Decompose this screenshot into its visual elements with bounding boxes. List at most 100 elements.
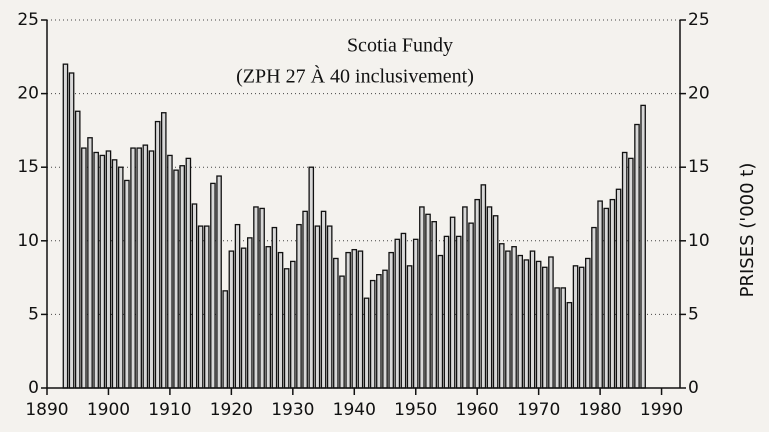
bar xyxy=(314,225,321,389)
x-tick-label: 1920 xyxy=(210,400,253,420)
bar xyxy=(449,216,456,389)
bar xyxy=(480,184,487,389)
bar xyxy=(621,151,628,389)
bar xyxy=(326,225,333,389)
x-tick-label: 1950 xyxy=(394,400,437,420)
bar xyxy=(160,112,167,389)
bar xyxy=(529,250,536,389)
bar xyxy=(265,246,272,389)
y2-tick-label: 0 xyxy=(688,378,699,398)
bar xyxy=(302,210,308,389)
x-tick-label: 1890 xyxy=(25,400,68,420)
y2-tick-label: 15 xyxy=(688,157,710,177)
bar xyxy=(339,275,345,389)
bar xyxy=(566,301,573,389)
bar xyxy=(640,104,646,389)
bar xyxy=(296,223,302,389)
bar xyxy=(320,210,327,389)
bar xyxy=(333,257,339,389)
bar xyxy=(259,207,265,389)
bar xyxy=(511,246,517,389)
bar xyxy=(412,238,419,389)
bar xyxy=(81,147,87,389)
y2-axis-label: PRISES ('000 t) xyxy=(737,163,758,298)
bar xyxy=(74,110,81,389)
bar xyxy=(283,268,290,389)
chart-title: Scotia Fundy xyxy=(347,35,453,57)
bar xyxy=(228,250,235,389)
bar xyxy=(486,206,493,389)
bar xyxy=(425,213,431,389)
x-tick-label: 1960 xyxy=(456,400,499,420)
bar xyxy=(406,265,413,389)
bar xyxy=(603,207,610,389)
bar xyxy=(382,269,388,389)
bar xyxy=(203,225,210,389)
bar xyxy=(388,251,394,389)
bar xyxy=(554,287,560,389)
x-tick-label: 1970 xyxy=(517,400,560,420)
x-tick-label: 1980 xyxy=(578,400,621,420)
bar xyxy=(548,256,554,389)
bar xyxy=(609,198,616,389)
y2-tick-label: 25 xyxy=(688,10,710,30)
bar xyxy=(62,63,69,389)
bar xyxy=(253,206,259,389)
x-tick-label: 1940 xyxy=(333,400,376,420)
bar xyxy=(234,223,241,389)
bar xyxy=(517,254,524,389)
bar xyxy=(87,137,93,389)
bar xyxy=(492,215,499,389)
bar xyxy=(197,225,204,389)
bar xyxy=(222,290,229,389)
bar xyxy=(111,159,118,389)
y-tick-label: 0 xyxy=(28,378,39,398)
bar xyxy=(363,297,370,389)
bar xyxy=(591,226,597,389)
bar xyxy=(179,165,186,389)
y-tick-label: 10 xyxy=(17,231,39,251)
bar xyxy=(634,123,640,389)
bar xyxy=(167,154,173,389)
bar xyxy=(130,147,136,389)
chart-subtitle: (ZPH 27 À 40 inclusivement) xyxy=(236,65,474,88)
bar xyxy=(99,154,106,389)
bar xyxy=(505,250,511,389)
bar xyxy=(468,222,474,389)
bar xyxy=(154,120,161,389)
y2-tick-label: 20 xyxy=(688,84,710,104)
bar xyxy=(105,150,112,389)
bar xyxy=(185,157,192,389)
bar xyxy=(431,221,437,389)
bar xyxy=(210,182,216,389)
bar xyxy=(290,260,296,389)
bar xyxy=(117,166,124,389)
bar xyxy=(357,250,364,389)
bar xyxy=(369,279,376,389)
bar xyxy=(615,188,622,389)
bar xyxy=(345,251,351,389)
bar xyxy=(419,206,425,389)
bar xyxy=(247,237,253,389)
bar xyxy=(277,251,284,389)
x-tick-label: 1930 xyxy=(271,400,314,420)
bar xyxy=(572,265,579,389)
bar xyxy=(462,206,468,389)
bar xyxy=(523,259,530,389)
bar xyxy=(308,166,315,389)
x-tick-label: 1990 xyxy=(640,400,683,420)
bar xyxy=(437,254,444,389)
bar xyxy=(240,247,247,389)
bar xyxy=(535,260,542,389)
x-tick-label: 1900 xyxy=(87,400,130,420)
bar xyxy=(541,266,548,389)
bar xyxy=(173,169,179,389)
bar xyxy=(148,150,155,389)
bar xyxy=(191,203,198,389)
y2-tick-label: 10 xyxy=(688,231,710,251)
y2-tick-label: 5 xyxy=(688,304,699,324)
bar xyxy=(597,200,603,389)
y-tick-label: 5 xyxy=(28,304,39,324)
bar xyxy=(394,238,401,389)
bar xyxy=(498,243,505,389)
